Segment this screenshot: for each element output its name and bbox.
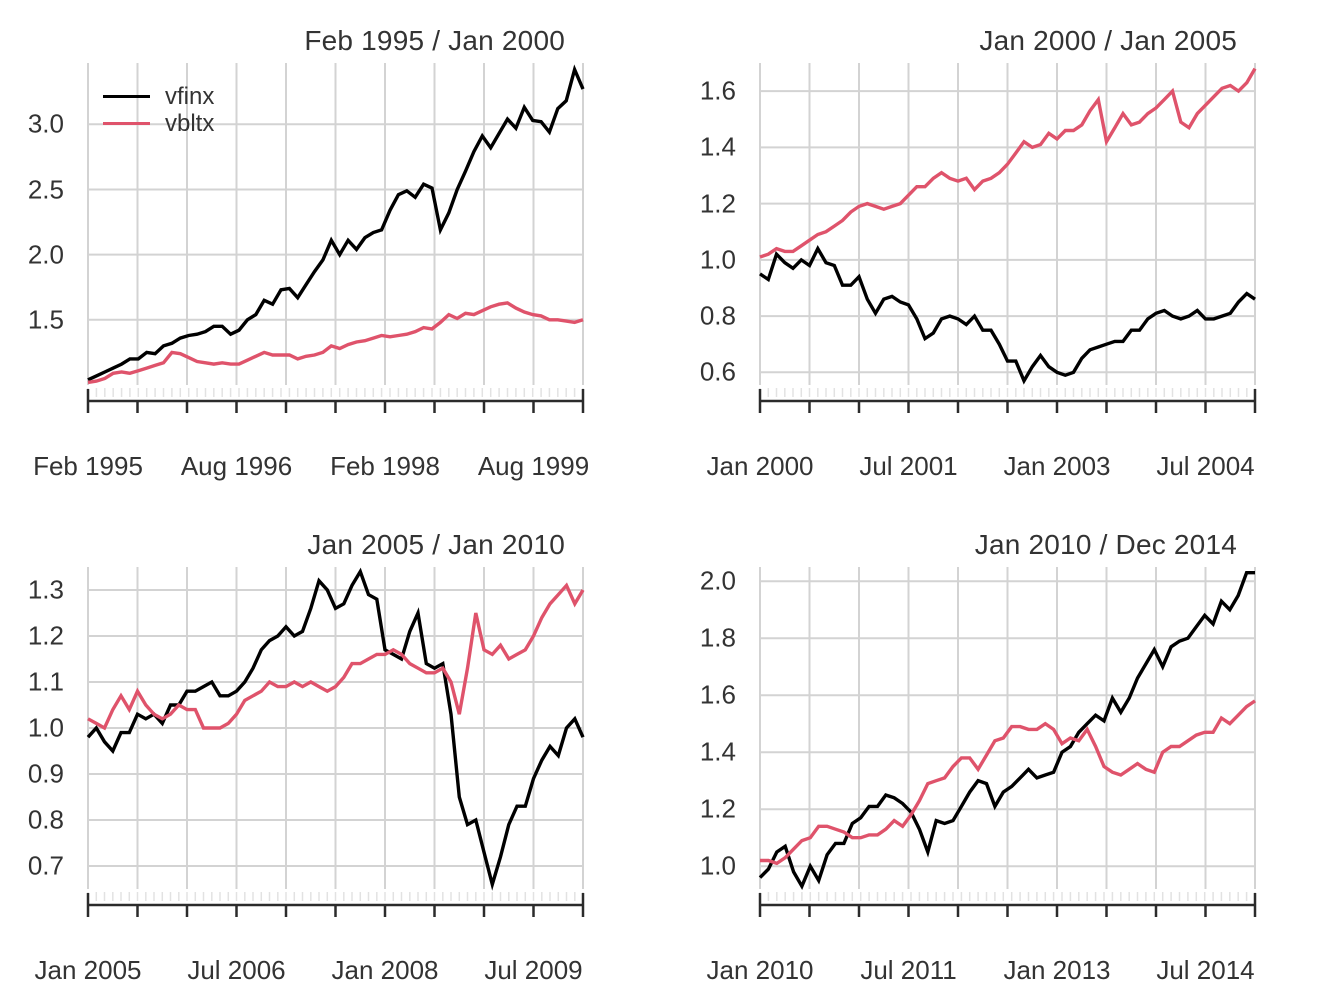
legend-line-swatch — [103, 95, 150, 98]
legend-label: vfinx — [165, 83, 215, 110]
panel-jan2010-dec2014: Jan 2010 / Dec 2014 1.0 1.2 1.4 1.6 1.8 2.0 J… — [672, 504, 1344, 1008]
series-line-vfinx — [759, 245, 1256, 385]
panel-title: Jan 2005 / Jan 2010 — [307, 529, 565, 560]
panel-jan2000-jan2005: Jan 2000 / Jan 2005 0.6 0.8 1.0 1.2 1.4 1.6 J… — [672, 0, 1344, 504]
series-line-vfinx — [86, 567, 585, 891]
plot-area — [86, 567, 585, 917]
legend-label: vbltx — [165, 110, 215, 137]
plot-area — [86, 63, 585, 413]
panel-title: Feb 1995 / Jan 2000 — [304, 25, 565, 56]
legend-entry-vbltx: vbltx — [103, 110, 214, 137]
legend-line-swatch — [103, 122, 150, 125]
series-line-vfinx — [87, 64, 585, 382]
series-line-vbltx — [87, 582, 585, 731]
plot-area — [758, 567, 1257, 917]
series-line-vbltx — [760, 699, 1256, 866]
panel-title: Jan 2000 / Jan 2005 — [979, 25, 1237, 56]
series-line-vfinx — [758, 570, 1255, 891]
series-line-vbltx — [87, 301, 584, 385]
panel-jan2005-jan2010: Jan 2005 / Jan 2010 0.7 0.8 0.9 1.0 1.1 1.2 1.… — [0, 504, 672, 1008]
panel-title: Jan 2010 / Dec 2014 — [974, 529, 1237, 560]
legend-entry-vfinx: vfinx — [103, 83, 214, 110]
panel-feb1995-jan2000: Feb 1995 / Jan 2000 1.5 2.0 2.5 3.0 Feb 199… — [0, 0, 672, 504]
legend: vfinx vbltx — [103, 83, 214, 137]
series-line-vbltx — [759, 67, 1257, 259]
plot-area — [758, 63, 1257, 413]
